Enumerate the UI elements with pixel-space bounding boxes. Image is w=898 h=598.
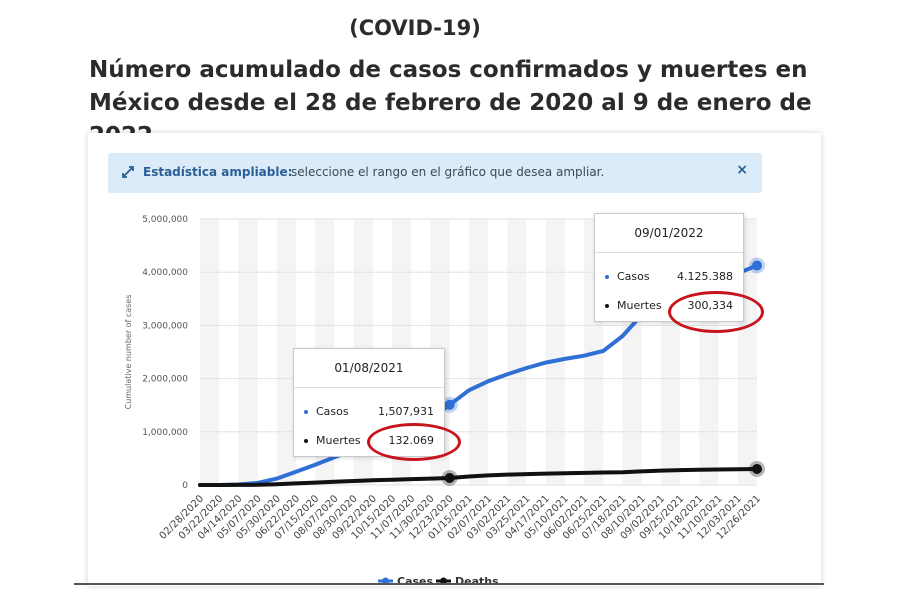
tooltip-cases-value: 4.125.388 <box>677 270 733 283</box>
grid-band <box>200 219 220 485</box>
tooltip-cases-row: Casos 4.125.388 <box>605 270 733 283</box>
y-axis-ticks: 0 1,000,000 2,000,000 3,000,000 4,000,000 5,0… <box>142 215 757 491</box>
y-tick-label: 0 <box>182 481 188 491</box>
highlight-point[interactable] <box>444 399 455 410</box>
y-tick-label: 4,000,000 <box>142 268 188 278</box>
highlight-ring-first <box>367 423 461 461</box>
y-tick-label: 3,000,000 <box>142 321 188 331</box>
highlight-point[interactable] <box>752 260 762 271</box>
legend-deaths-label[interactable]: Deaths <box>455 575 499 588</box>
tooltip-deaths-label: Muertes <box>617 299 662 312</box>
grid-band <box>276 219 297 485</box>
legend: Cases Deaths <box>378 575 499 588</box>
expand-arrows-icon <box>122 166 134 178</box>
grid-band <box>468 219 489 485</box>
zoom-info-banner: Estadística ampliable: seleccione el ran… <box>108 153 762 193</box>
tooltip-deaths-label: Muertes <box>316 434 361 447</box>
bullet-icon <box>304 439 308 443</box>
grid-band <box>545 219 565 485</box>
chart-supertitle: (COVID-19) <box>349 16 481 40</box>
tooltip-separator <box>595 252 743 253</box>
tooltip-cases-value: 1,507,931 <box>378 405 434 418</box>
tooltip-separator <box>294 387 444 388</box>
bullet-icon <box>605 275 609 279</box>
highlight-point[interactable] <box>752 464 762 475</box>
y-tick-label: 5,000,000 <box>142 215 188 225</box>
bullet-icon <box>605 304 609 308</box>
legend-cases-label[interactable]: Cases <box>397 575 434 588</box>
tooltip-date: 01/08/2021 <box>334 361 404 375</box>
banner-text: seleccione el rango en el gráfico que de… <box>291 165 605 179</box>
close-icon[interactable]: × <box>736 162 748 178</box>
banner-strong-text: Estadística ampliable: <box>143 165 293 179</box>
tooltip-cases-row: Casos 1,507,931 <box>304 405 434 418</box>
y-axis-label: Cumulative number of cases <box>124 295 133 410</box>
chart-title: Número acumulado de casos confirmados y … <box>89 54 879 153</box>
tooltip-cases-label: Casos <box>316 405 349 418</box>
tooltip-date: 09/01/2022 <box>634 226 704 240</box>
grid-band <box>238 219 258 485</box>
bullet-icon <box>304 410 308 414</box>
highlight-ring-second <box>668 291 764 333</box>
tooltip-second: 09/01/2022 Casos 4.125.388 Muertes 300,3… <box>594 213 744 322</box>
x-axis-ticks: 02/28/202003/22/202004/14/202005/07/2020… <box>158 493 764 542</box>
series-line-deaths[interactable] <box>198 467 759 487</box>
grid-band <box>507 219 527 485</box>
chart-title-line-2: México desde el 28 de febrero de 2020 al… <box>89 90 812 149</box>
highlight-point[interactable] <box>444 472 455 483</box>
tooltip-cases-label: Casos <box>617 270 650 283</box>
legend-deaths-marker <box>440 577 447 585</box>
bottom-rule <box>74 583 824 585</box>
y-tick-label: 2,000,000 <box>142 375 188 385</box>
chart-title-line-1: Número acumulado de casos confirmados y … <box>89 57 808 83</box>
y-tick-label: 1,000,000 <box>142 428 188 438</box>
marker-layer <box>441 257 765 486</box>
legend-cases-marker <box>382 577 389 585</box>
